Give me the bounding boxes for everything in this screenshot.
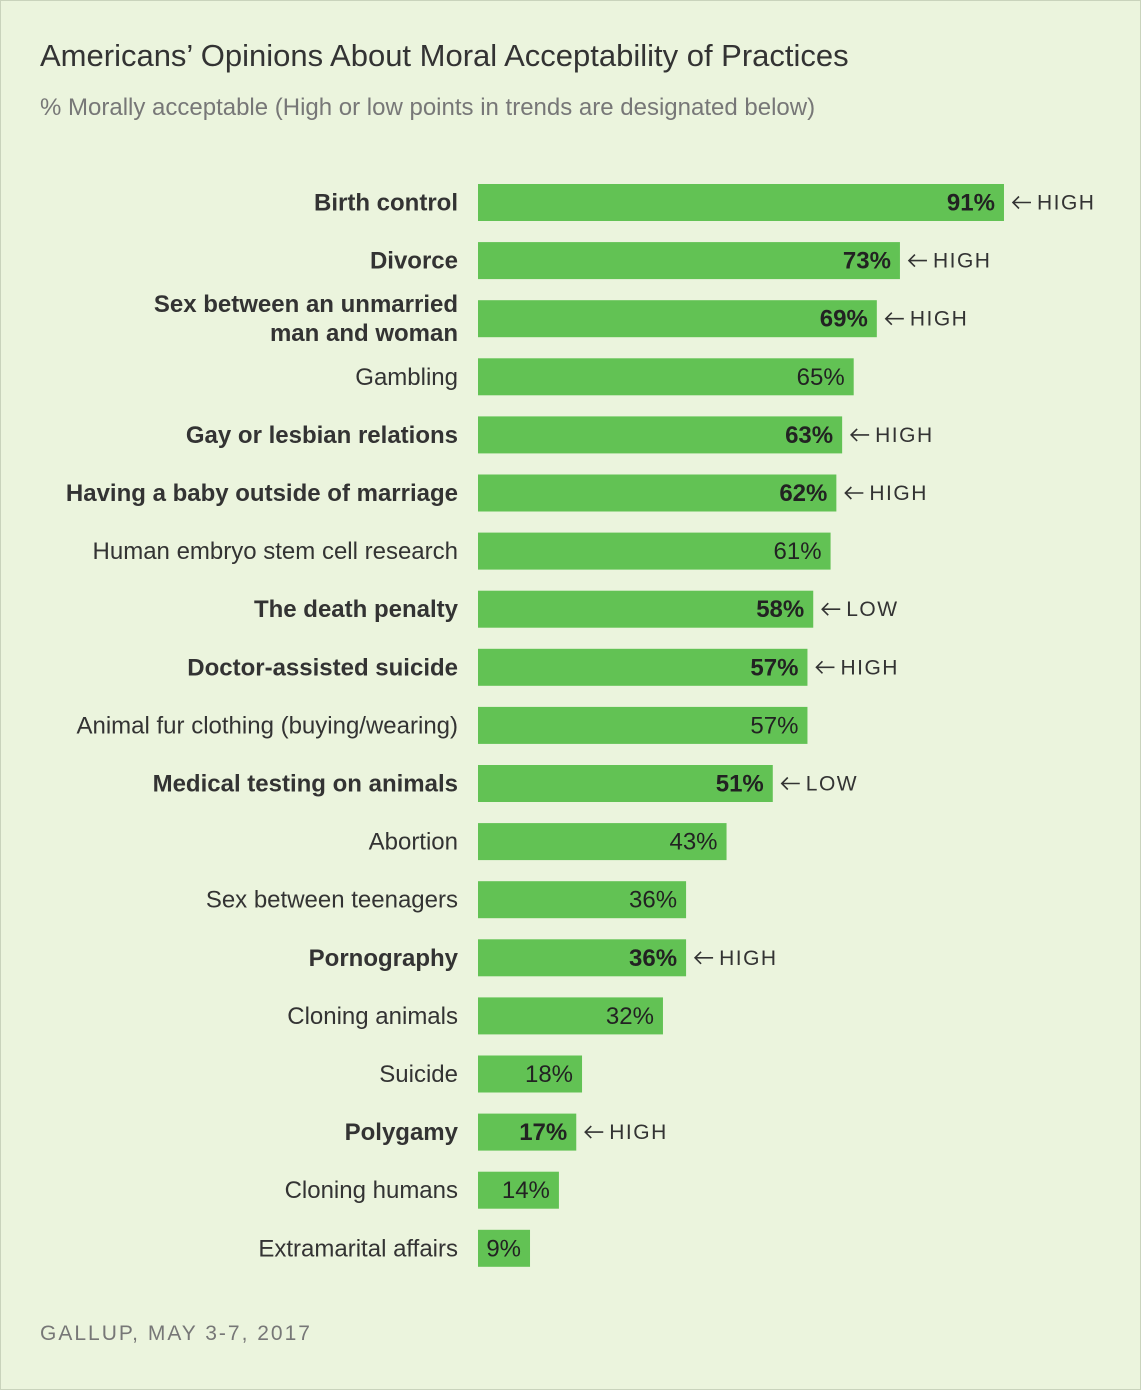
- category-label: Cloning humans: [285, 1177, 458, 1204]
- category-label: Animal fur clothing (buying/wearing): [76, 712, 458, 739]
- left-arrow-icon: [907, 254, 927, 268]
- bar: [478, 242, 900, 280]
- category-label: Birth control: [314, 190, 458, 217]
- category-label: The death penalty: [254, 596, 459, 623]
- source-note: GALLUP, MAY 3-7, 2017: [40, 1322, 312, 1345]
- trend-note: HIGH: [1037, 192, 1096, 215]
- trend-note: HIGH: [840, 656, 899, 679]
- bar: [478, 416, 843, 454]
- left-arrow-icon: [821, 602, 841, 616]
- value-label: 57%: [750, 654, 798, 681]
- bar: [478, 474, 837, 512]
- category-label: Polygamy: [345, 1119, 459, 1146]
- category-label: Divorce: [370, 248, 458, 275]
- left-arrow-icon: [815, 660, 835, 674]
- trend-note: HIGH: [910, 308, 969, 331]
- value-label: 32%: [606, 1003, 654, 1030]
- bar: [478, 939, 687, 977]
- trend-note: HIGH: [719, 947, 778, 970]
- bar: [478, 823, 727, 861]
- chart-subtitle: % Morally acceptable (High or low points…: [40, 94, 816, 121]
- bar: [478, 648, 808, 686]
- trend-note: HIGH: [933, 250, 992, 273]
- left-arrow-icon: [850, 428, 870, 442]
- left-arrow-icon: [1011, 195, 1031, 210]
- left-arrow-icon: [693, 951, 714, 965]
- category-label: man and woman: [270, 320, 458, 347]
- value-label: 57%: [750, 712, 798, 739]
- trend-note: HIGH: [875, 424, 934, 447]
- bar: [478, 1113, 577, 1151]
- bar: [478, 532, 831, 570]
- category-label: Medical testing on animals: [153, 771, 458, 798]
- left-arrow-icon: [584, 1125, 604, 1139]
- bar: [478, 706, 808, 744]
- value-label: 91%: [947, 190, 995, 217]
- bar: [478, 1171, 559, 1209]
- bar: [478, 765, 773, 802]
- trend-note: LOW: [806, 773, 858, 796]
- category-label: Cloning animals: [287, 1003, 458, 1030]
- category-label: Pornography: [309, 945, 459, 972]
- value-label: 61%: [774, 538, 822, 565]
- value-label: 51%: [716, 771, 764, 798]
- value-label: 18%: [525, 1061, 573, 1088]
- value-label: 58%: [756, 596, 804, 623]
- value-label: 62%: [779, 480, 827, 507]
- trend-note: LOW: [846, 598, 898, 621]
- bar: [478, 590, 814, 628]
- left-arrow-icon: [780, 776, 800, 791]
- value-label: 14%: [502, 1177, 550, 1204]
- trend-note: HIGH: [609, 1121, 668, 1144]
- bar: [478, 300, 877, 338]
- category-label: Extramarital affairs: [258, 1235, 458, 1262]
- value-label: 73%: [843, 248, 891, 275]
- value-label: 36%: [629, 945, 677, 972]
- bar: [478, 997, 663, 1035]
- category-label: Abortion: [369, 829, 458, 856]
- category-label: Human embryo stem cell research: [93, 538, 458, 565]
- bar: [478, 184, 1004, 221]
- category-label: Having a baby outside of marriage: [66, 480, 458, 507]
- category-label: Gambling: [355, 364, 458, 391]
- bar: [478, 1055, 583, 1093]
- value-label: 9%: [486, 1235, 521, 1262]
- bar: [478, 881, 687, 919]
- category-label: Gay or lesbian relations: [186, 422, 458, 449]
- category-label: Sex between an unmarried: [154, 291, 458, 318]
- value-label: 65%: [797, 364, 845, 391]
- value-label: 17%: [519, 1119, 567, 1146]
- category-label: Doctor-assisted suicide: [187, 654, 458, 681]
- left-arrow-icon: [844, 486, 864, 500]
- bar-chart: Birth control 91% HIGH Divorce 73% HIGH Sex be…: [66, 184, 1096, 1267]
- bar: [478, 358, 854, 396]
- value-label: 63%: [785, 422, 833, 449]
- chart-title: Americans’ Opinions About Moral Acceptab…: [40, 38, 849, 73]
- bar: [478, 1229, 531, 1267]
- left-arrow-icon: [884, 312, 904, 326]
- category-label: Suicide: [379, 1061, 458, 1088]
- category-label: Sex between teenagers: [206, 887, 458, 914]
- value-label: 69%: [820, 306, 868, 333]
- value-label: 43%: [669, 829, 717, 856]
- trend-note: HIGH: [869, 482, 928, 505]
- value-label: 36%: [629, 887, 677, 914]
